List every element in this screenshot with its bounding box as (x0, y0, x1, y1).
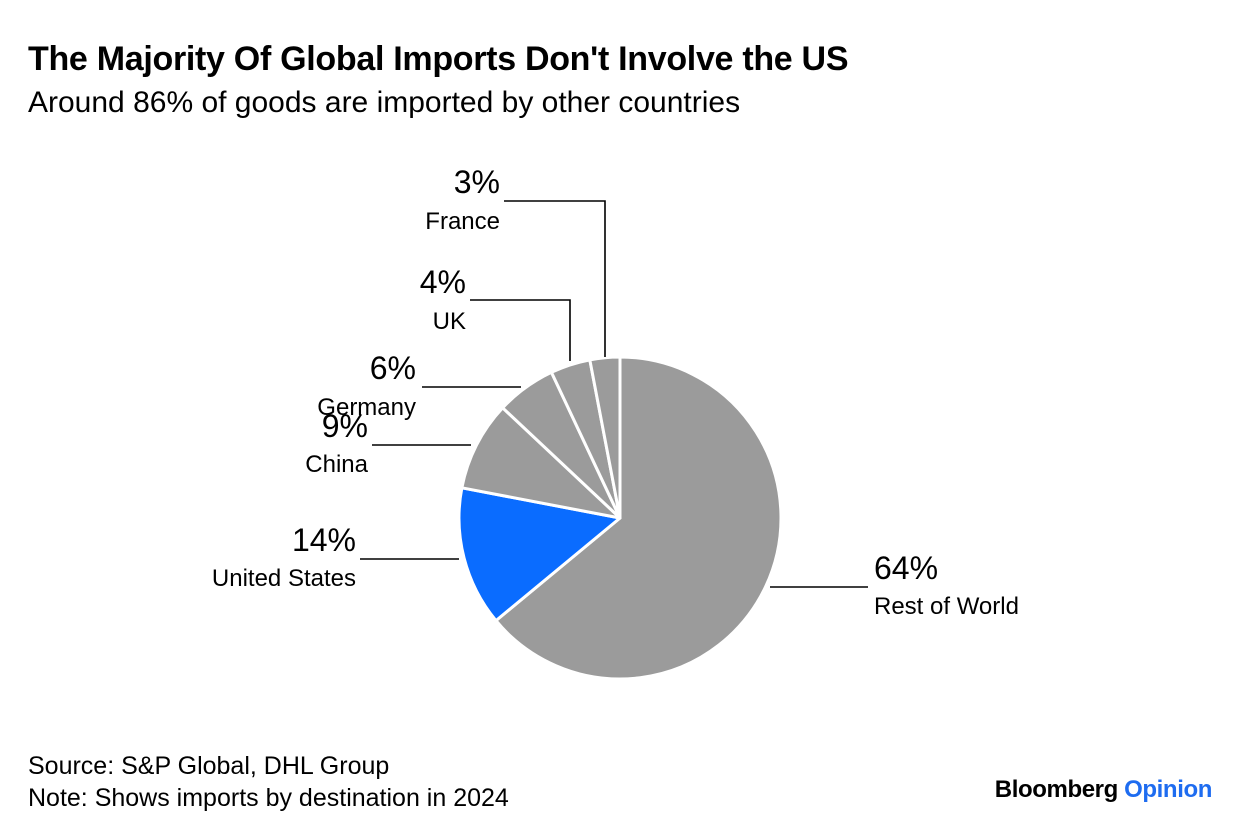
slice-value-label-united-states: 14% (292, 522, 356, 558)
slice-category-label-united-states: United States (212, 565, 356, 592)
slice-category-label-china: China (305, 451, 368, 478)
leader-line-uk (470, 299, 571, 361)
slice-value-label-china: 9% (322, 408, 368, 444)
slice-category-label-rest-of-world: Rest of World (874, 593, 1019, 620)
pie-slice-united-states (457, 486, 622, 623)
slice-value-label-rest-of-world: 64% (874, 550, 938, 586)
pie-slice-france (588, 355, 622, 520)
slice-category-label-france: France (425, 208, 500, 235)
slice-value-label-germany: 6% (370, 350, 416, 386)
pie-slice-rest-of-world (494, 355, 783, 681)
slice-value-label-france: 3% (454, 164, 500, 200)
slice-value-label-uk: 4% (420, 264, 466, 300)
chart-title: The Majority Of Global Imports Don't Inv… (28, 40, 849, 78)
footnote: Note: Shows imports by destination in 20… (28, 784, 509, 812)
brand-secondary: Opinion (1124, 776, 1212, 803)
source-note: Source: S&P Global, DHL Group (28, 752, 390, 780)
pie-slice-china (460, 406, 622, 520)
brand-logo: Bloomberg Opinion (994, 776, 1213, 804)
slice-category-label-uk: UK (433, 308, 466, 335)
leader-line-france (504, 200, 606, 357)
brand-primary: Bloomberg (994, 776, 1118, 803)
chart-subtitle: Around 86% of goods are imported by othe… (28, 86, 741, 119)
slice-category-label-germany: Germany (317, 394, 416, 421)
